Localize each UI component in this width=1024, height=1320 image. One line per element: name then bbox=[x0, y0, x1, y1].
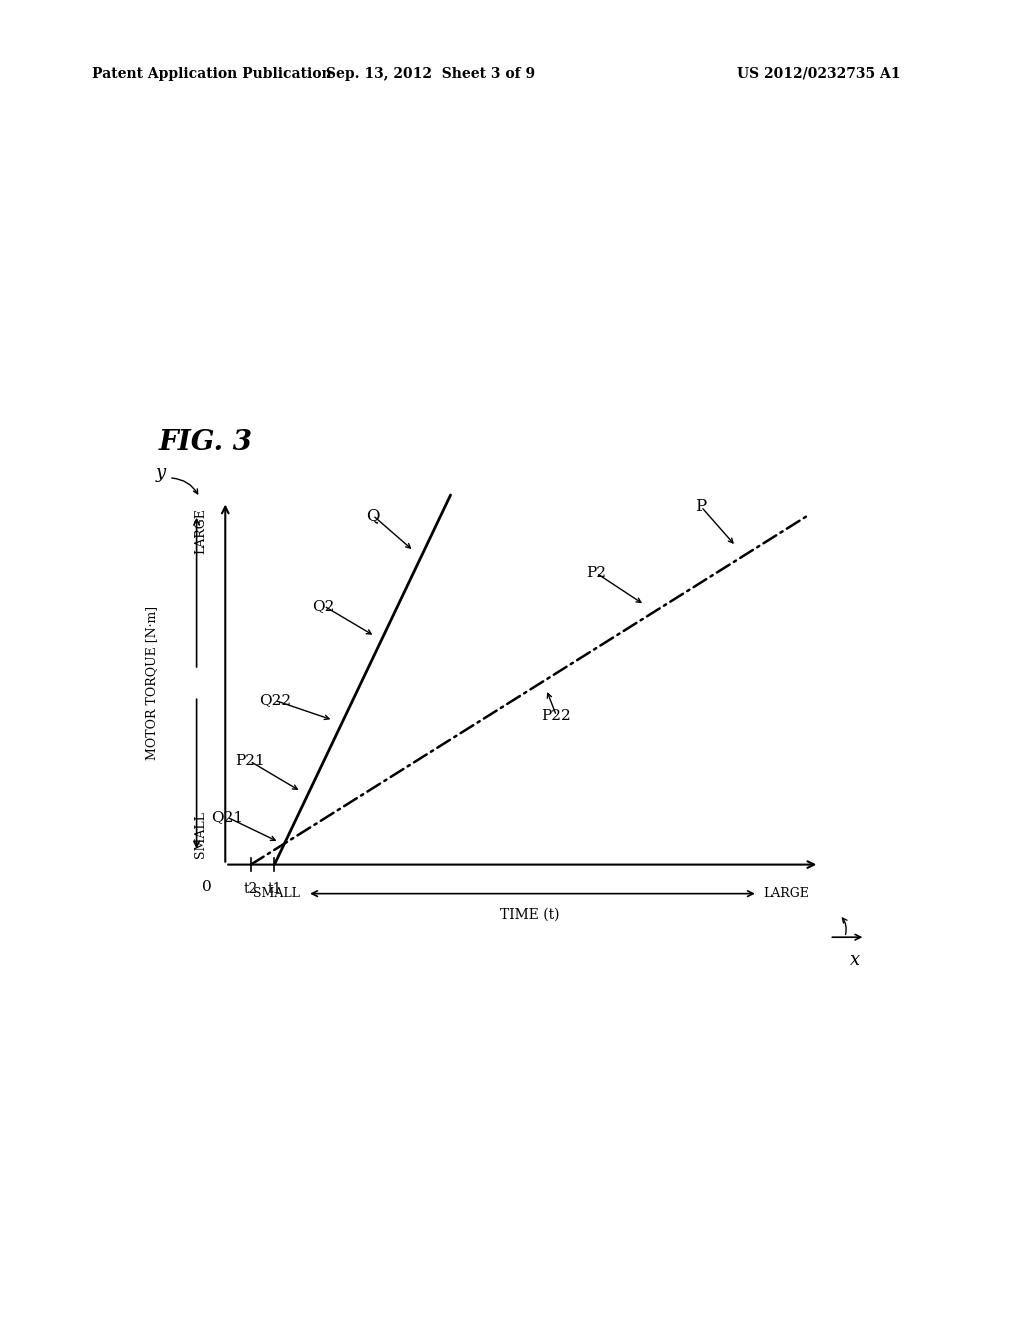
Text: 0: 0 bbox=[202, 880, 212, 895]
Text: US 2012/0232735 A1: US 2012/0232735 A1 bbox=[737, 67, 901, 81]
Text: Q21: Q21 bbox=[211, 810, 243, 824]
Text: TIME (t): TIME (t) bbox=[500, 908, 560, 921]
Text: Q22: Q22 bbox=[259, 693, 291, 708]
Text: P22: P22 bbox=[542, 709, 571, 723]
Text: LARGE: LARGE bbox=[194, 508, 207, 554]
Text: P2: P2 bbox=[587, 566, 606, 581]
Text: P: P bbox=[695, 498, 707, 515]
Text: t1: t1 bbox=[267, 882, 282, 896]
Text: SMALL: SMALL bbox=[194, 810, 207, 858]
Text: t2: t2 bbox=[244, 882, 258, 896]
Text: x: x bbox=[850, 950, 860, 969]
Text: Q: Q bbox=[366, 507, 380, 524]
Text: SMALL: SMALL bbox=[253, 887, 300, 900]
Text: y: y bbox=[156, 463, 166, 482]
Text: Patent Application Publication: Patent Application Publication bbox=[92, 67, 332, 81]
Text: FIG. 3: FIG. 3 bbox=[159, 429, 253, 455]
Text: Sep. 13, 2012  Sheet 3 of 9: Sep. 13, 2012 Sheet 3 of 9 bbox=[326, 67, 535, 81]
Text: P21: P21 bbox=[234, 754, 264, 768]
Text: LARGE: LARGE bbox=[763, 887, 809, 900]
Text: Q2: Q2 bbox=[312, 599, 335, 612]
Text: MOTOR TORQUE [N·m]: MOTOR TORQUE [N·m] bbox=[145, 606, 158, 760]
